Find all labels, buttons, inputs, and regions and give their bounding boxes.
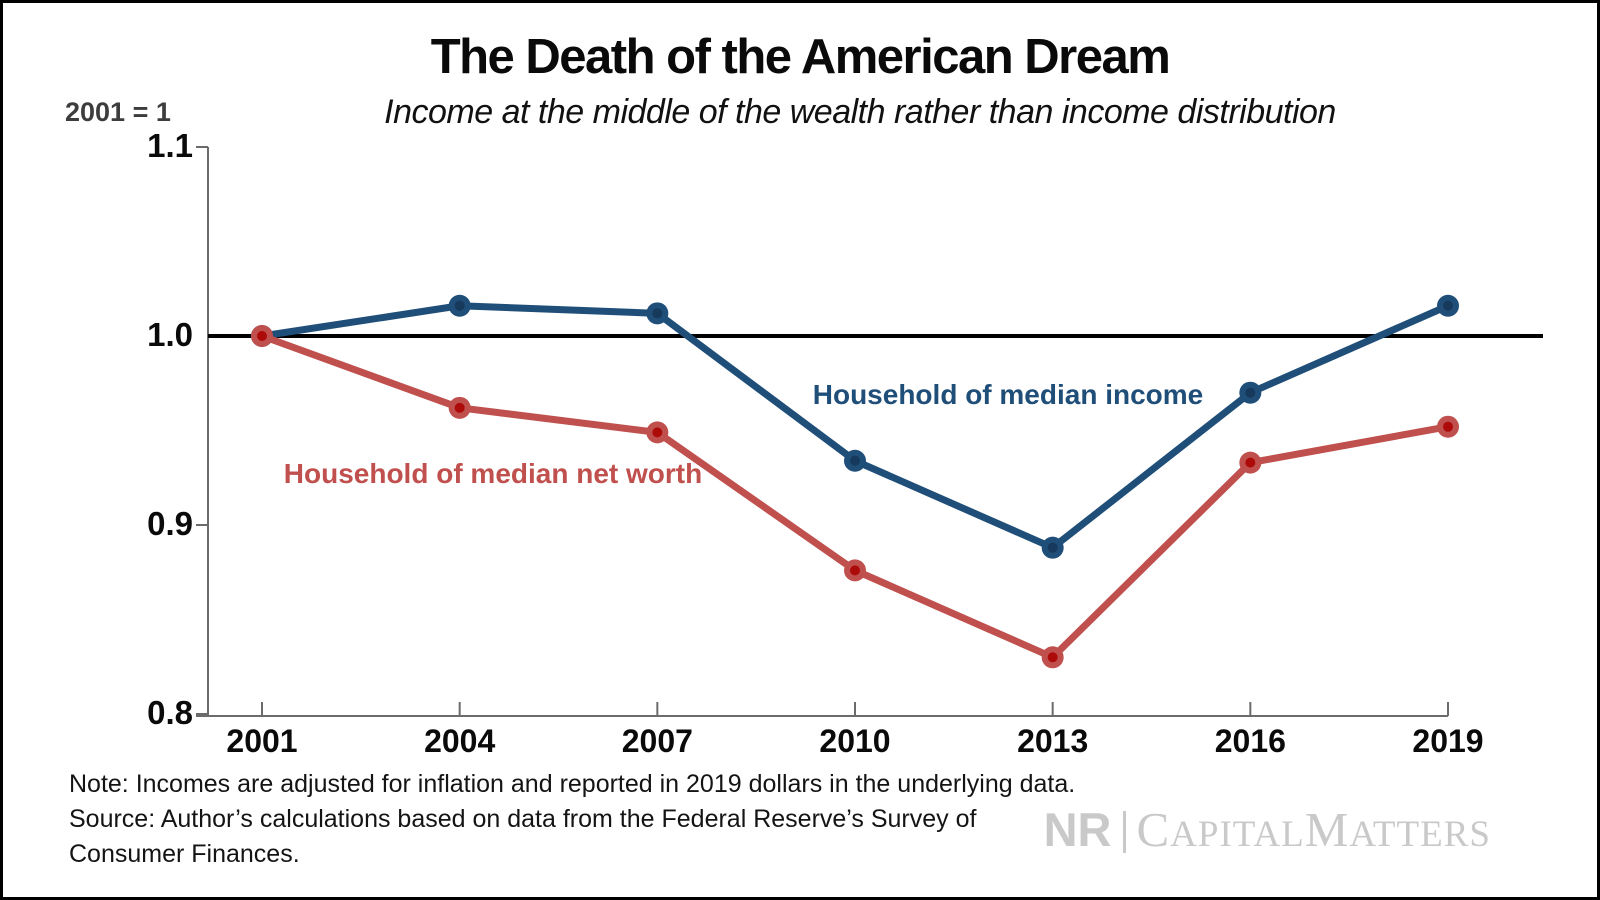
x-tick-label: 2007 — [621, 723, 693, 759]
data-point-core-median-net-worth — [652, 427, 663, 438]
plot-area — [196, 146, 1543, 717]
chart-title: The Death of the American Dream — [430, 30, 1171, 84]
x-tick-label: 2016 — [1214, 723, 1286, 759]
data-point-core-median-net-worth — [454, 402, 465, 413]
footnote-line-2: Source: Author’s calculations based on d… — [69, 805, 977, 833]
capital-matters-logo: NR CAPITALMATTERS — [1044, 801, 1491, 858]
logo-nr: NR — [1043, 803, 1112, 856]
y-tick-label: 0.9 — [147, 505, 193, 542]
x-tick-label: 2004 — [424, 723, 496, 759]
logo-divider — [1123, 811, 1127, 853]
index-base-note: 2001 = 1 — [65, 97, 171, 127]
footnote-line-3: Consumer Finances. — [69, 840, 300, 868]
x-tick-label: 2019 — [1412, 723, 1484, 759]
y-tick-label: 1.0 — [147, 316, 193, 353]
x-tick-label: 2013 — [1017, 723, 1089, 759]
data-point-core-median-income — [850, 455, 860, 466]
data-point-core-median-income — [1245, 387, 1256, 398]
data-point-core-median-net-worth — [1443, 421, 1453, 432]
y-tick-label: 1.1 — [147, 127, 193, 164]
logo-matters-rest: ATTERS — [1349, 814, 1491, 855]
series-line-median-income — [258, 302, 1452, 552]
logo-matters-initial: M — [1304, 802, 1350, 857]
x-tick-label: 2010 — [819, 723, 891, 759]
logo-capital-rest: APITAL — [1170, 814, 1305, 855]
data-point-core-median-net-worth — [1047, 652, 1058, 663]
footnote: Note: Incomes are adjusted for inflation… — [69, 767, 1075, 872]
logo-capital-initial: C — [1136, 802, 1171, 857]
x-tick-label: 2001 — [226, 723, 298, 759]
series-label-median-net-worth: Household of median net worth — [283, 458, 703, 489]
series-label-median-income: Household of median income — [812, 379, 1204, 410]
chart-subtitle: Income at the middle of the wealth rathe… — [384, 93, 1336, 131]
footnote-line-1: Note: Incomes are adjusted for inflation… — [69, 770, 1076, 798]
data-point-core-median-income — [1443, 300, 1453, 311]
data-point-core-median-income — [454, 300, 465, 311]
data-point-core-median-net-worth — [257, 331, 267, 341]
data-point-core-median-net-worth — [1245, 457, 1256, 468]
data-point-core-median-net-worth — [850, 565, 860, 576]
data-point-core-median-income — [1047, 542, 1058, 553]
y-tick-label: 0.8 — [147, 694, 193, 731]
data-point-core-median-income — [652, 308, 663, 319]
